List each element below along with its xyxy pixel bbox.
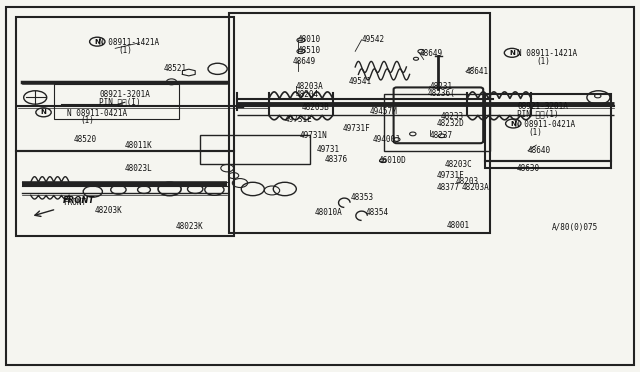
- Text: 48231: 48231: [430, 82, 453, 91]
- Text: 48204: 48204: [296, 90, 319, 99]
- Text: N 08911-1421A: N 08911-1421A: [99, 38, 159, 47]
- Text: 48236(: 48236(: [428, 89, 455, 98]
- Text: 48011K: 48011K: [125, 141, 152, 150]
- Text: 49731N: 49731N: [300, 131, 327, 140]
- Bar: [16, 17, 234, 151]
- Text: FRONT: FRONT: [63, 196, 95, 205]
- Text: 48023K: 48023K: [176, 222, 204, 231]
- Text: (1): (1): [528, 128, 542, 137]
- Text: 49542: 49542: [362, 35, 385, 44]
- Text: 49731F: 49731F: [342, 124, 370, 133]
- Text: 48001: 48001: [447, 221, 470, 230]
- Text: 48377: 48377: [436, 183, 460, 192]
- Text: N 08911-1421A: N 08911-1421A: [517, 49, 577, 58]
- Text: 48520: 48520: [74, 135, 97, 144]
- Text: 48203A: 48203A: [462, 183, 490, 192]
- Text: 48649: 48649: [292, 57, 316, 66]
- Bar: [200, 135, 310, 164]
- Text: PIN ビン(I): PIN ビン(I): [99, 98, 141, 107]
- Text: N: N: [40, 109, 47, 115]
- Text: 48203B: 48203B: [302, 103, 330, 112]
- Text: 48010A: 48010A: [315, 208, 342, 217]
- Bar: [54, 84, 179, 119]
- Bar: [16, 151, 234, 236]
- Text: N: N: [510, 121, 516, 126]
- Text: 49541: 49541: [349, 77, 372, 86]
- Text: 49400J: 49400J: [372, 135, 400, 144]
- Text: N 08911-0421A: N 08911-0421A: [515, 120, 575, 129]
- Text: 48237: 48237: [430, 131, 453, 140]
- Text: FRONT: FRONT: [63, 198, 86, 207]
- Text: 49457M: 49457M: [370, 107, 397, 116]
- Text: 48354: 48354: [366, 208, 389, 217]
- Bar: [485, 161, 611, 168]
- Text: 48353: 48353: [351, 193, 374, 202]
- Text: 48203K: 48203K: [95, 206, 122, 215]
- Text: A/80(0)075: A/80(0)075: [552, 223, 598, 232]
- Text: 48630: 48630: [517, 164, 540, 173]
- Text: 48376: 48376: [325, 155, 348, 164]
- Text: 48510: 48510: [298, 46, 321, 55]
- Text: 48203: 48203: [456, 177, 479, 186]
- Text: 08921-3201A: 08921-3201A: [99, 90, 150, 99]
- Text: 48521: 48521: [163, 64, 186, 73]
- Text: 08921-3201A: 08921-3201A: [517, 102, 568, 110]
- Text: (1): (1): [80, 116, 94, 125]
- Text: 49731: 49731: [317, 145, 340, 154]
- Bar: [485, 94, 611, 161]
- Text: 48233: 48233: [440, 112, 463, 121]
- Text: 48232D: 48232D: [436, 119, 464, 128]
- Text: 48640: 48640: [528, 146, 551, 155]
- Text: (1): (1): [536, 57, 550, 66]
- Text: 48010: 48010: [298, 35, 321, 44]
- Text: 46010D: 46010D: [379, 156, 406, 165]
- Text: N: N: [94, 39, 100, 45]
- Bar: [384, 94, 490, 151]
- Text: (1): (1): [118, 46, 132, 55]
- Text: 49731F: 49731F: [436, 171, 464, 180]
- Text: N: N: [509, 50, 515, 56]
- Bar: [229, 13, 490, 232]
- Text: 48649: 48649: [419, 49, 442, 58]
- Text: N 08911-0421A: N 08911-0421A: [67, 109, 127, 118]
- Text: PIN ビン(1): PIN ビン(1): [517, 109, 559, 118]
- Text: 48023L: 48023L: [125, 164, 152, 173]
- Text: 49731E: 49731E: [285, 115, 312, 124]
- Text: 48203C: 48203C: [445, 160, 472, 169]
- Text: 48203A: 48203A: [296, 82, 323, 91]
- Text: 48641: 48641: [466, 67, 489, 76]
